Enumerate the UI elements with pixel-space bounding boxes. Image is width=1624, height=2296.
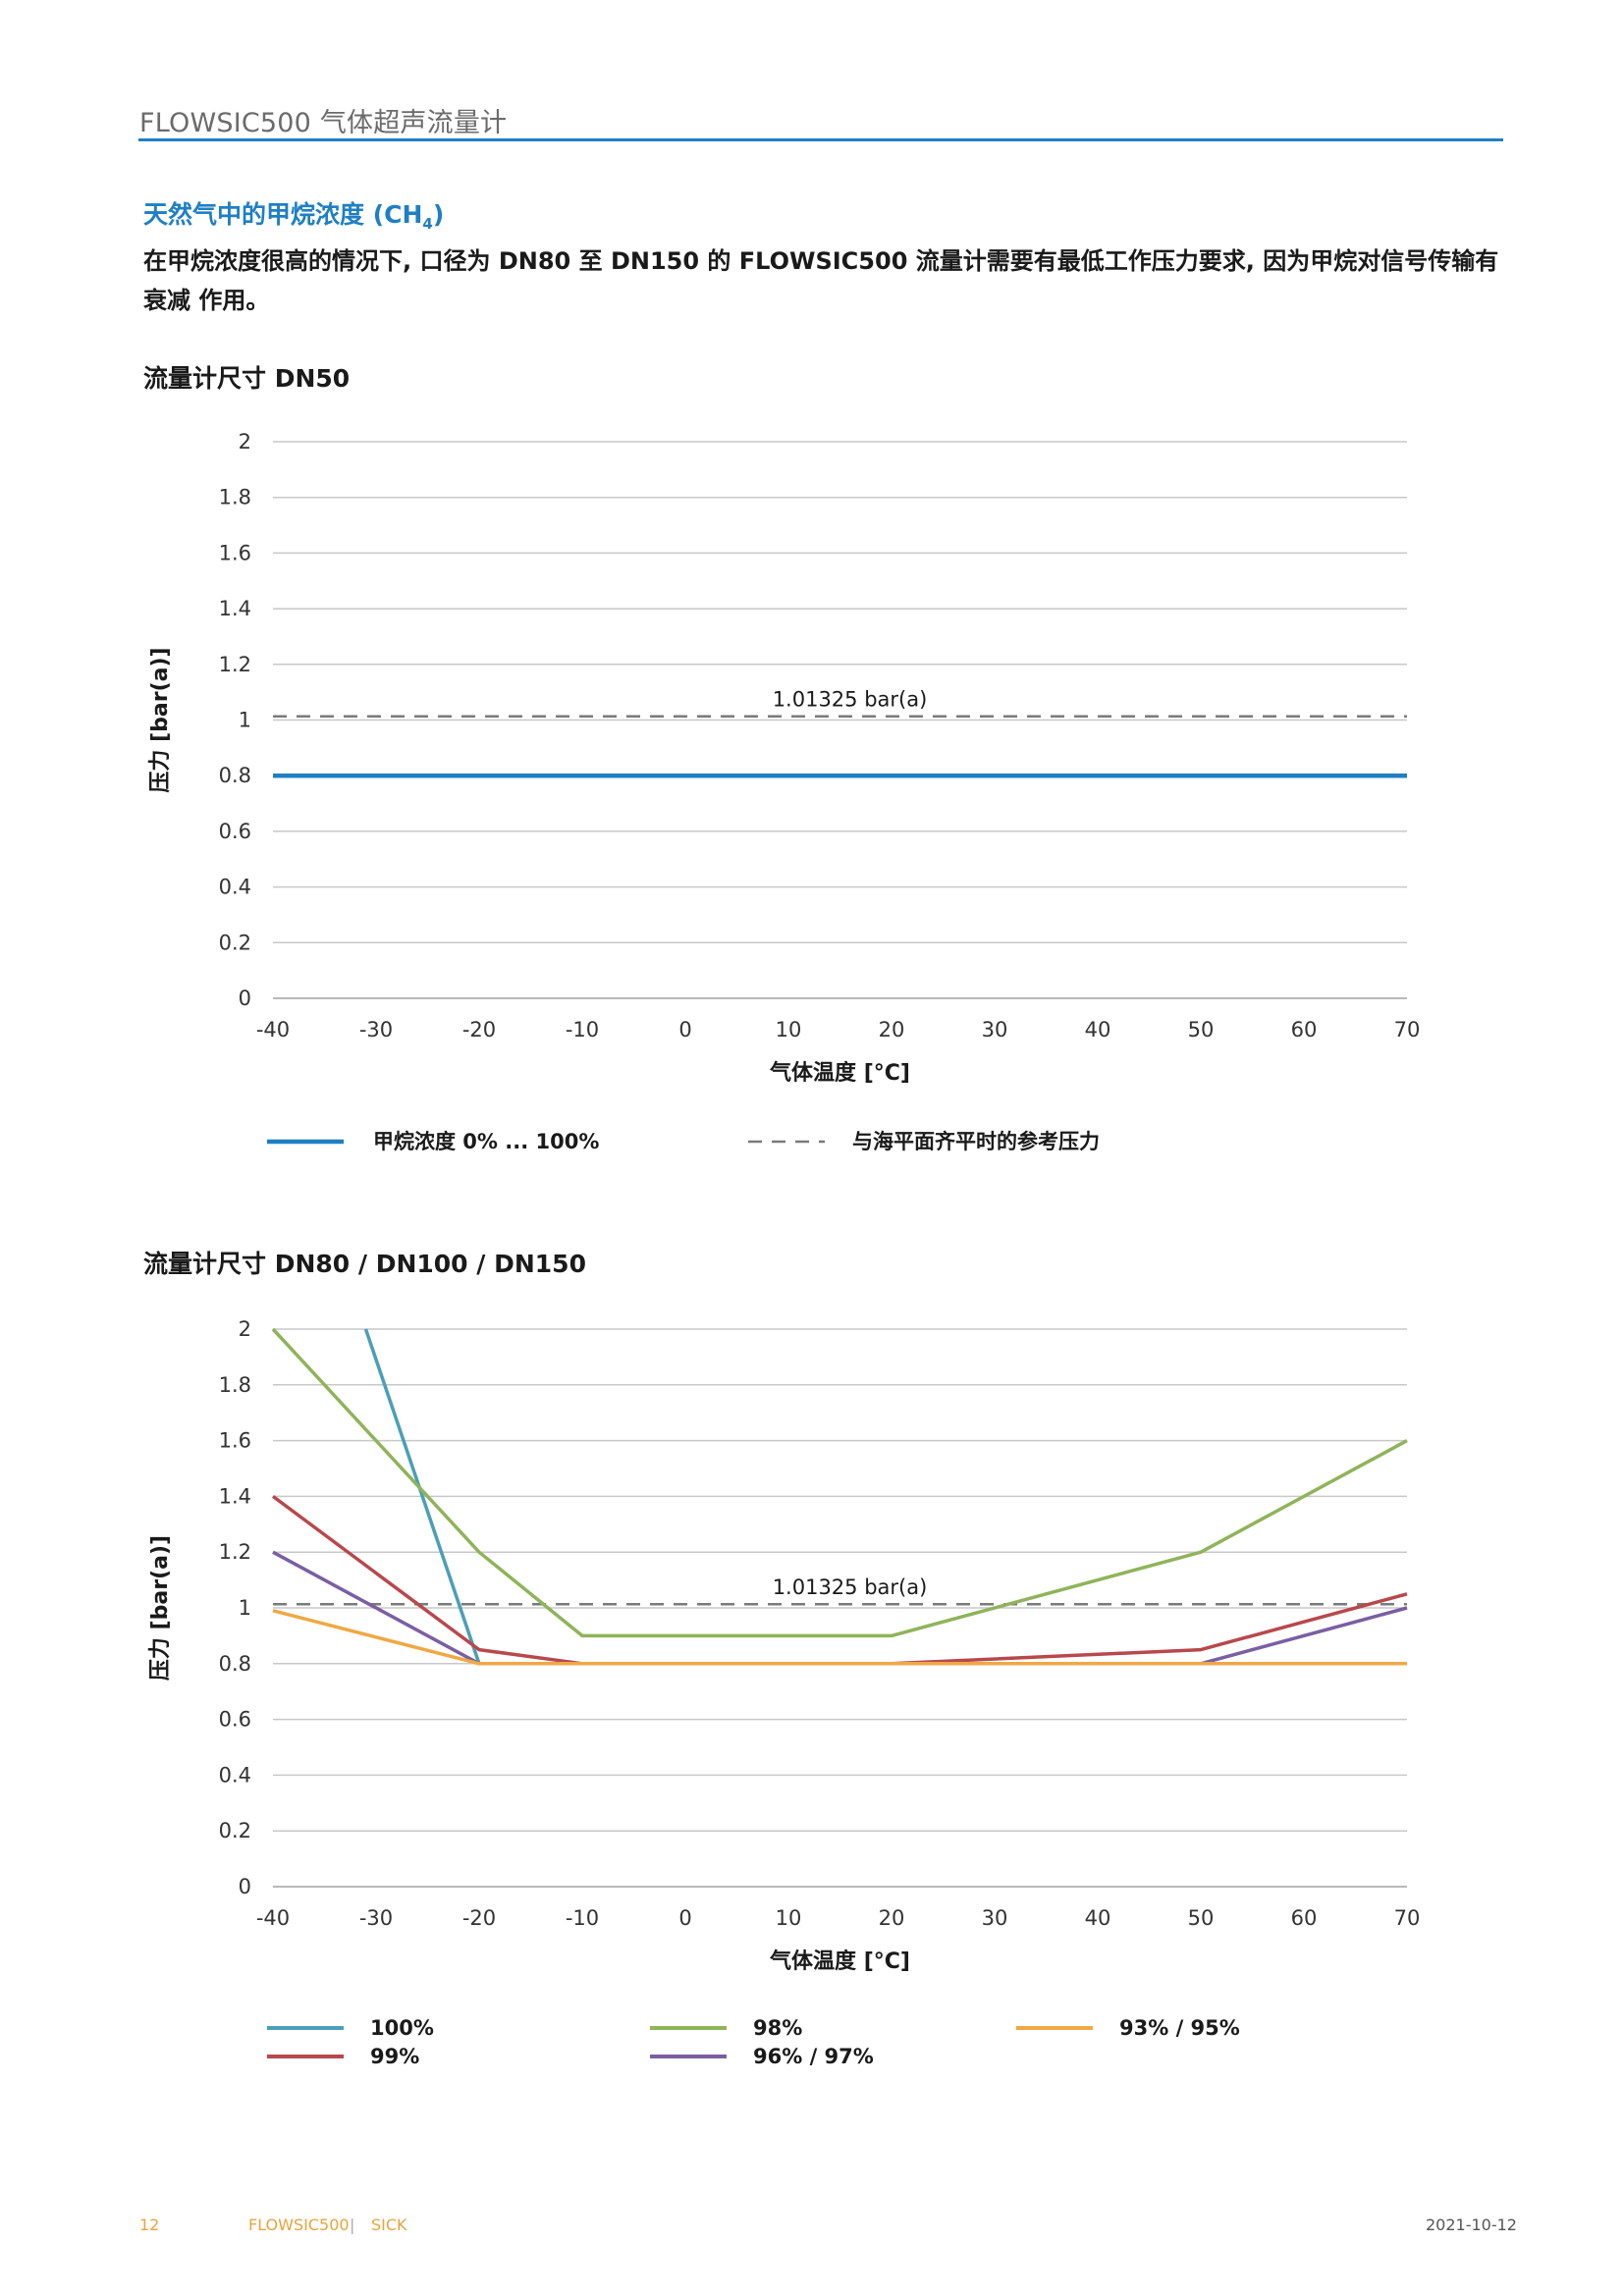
x-tick-label: 40 — [1085, 1018, 1111, 1041]
y-tick-label: 0.4 — [219, 1763, 251, 1787]
y-tick-label: 0.2 — [219, 1819, 251, 1842]
y-axis-label: 压力 [bar(a)] — [148, 647, 173, 792]
legend-label: 98% — [753, 2016, 802, 2040]
chart-title-dn80-150: 流量计尺寸 DN80 / DN100 / DN150 — [143, 1250, 586, 1278]
y-tick-label: 2 — [239, 1317, 251, 1341]
section-title-end: ) — [432, 200, 445, 229]
y-tick-label: 0.8 — [219, 764, 251, 787]
footer-page-number: 12 — [139, 2216, 160, 2234]
y-tick-label: 1.4 — [219, 597, 251, 620]
legend-label: 96% / 97% — [753, 2045, 874, 2068]
legend-label: 甲烷浓度 0% ... 100% — [373, 1130, 599, 1153]
intro-paragraph: 在甲烷浓度很高的情况下, 口径为 DN80 至 DN150 的 FLOWSIC5… — [143, 241, 1508, 320]
section-title-text: 天然气中的甲烷浓度 (CH — [143, 200, 423, 229]
section-title-subscript: 4 — [422, 215, 433, 233]
y-tick-label: 0.6 — [219, 1708, 251, 1732]
x-tick-label: 10 — [776, 1906, 802, 1930]
y-tick-label: 1.2 — [219, 653, 251, 676]
footer-separator: | — [350, 2216, 355, 2234]
y-tick-label: 1 — [239, 1596, 251, 1620]
x-tick-label: 50 — [1188, 1906, 1215, 1930]
y-tick-label: 1.4 — [219, 1484, 251, 1508]
section-title: 天然气中的甲烷浓度 (CH4) — [143, 195, 444, 233]
footer-date: 2021-10-12 — [1426, 2216, 1517, 2234]
legend-label: 93% / 95% — [1119, 2016, 1240, 2040]
y-tick-label: 2 — [239, 430, 251, 454]
intro-line-1: 在甲烷浓度很高的情况下, 口径为 DN80 至 DN150 的 FLOWSIC5… — [143, 247, 1499, 275]
y-tick-label: 1.8 — [219, 486, 251, 509]
footer-product: FLOWSIC500 — [248, 2216, 350, 2234]
y-axis-label: 压力 [bar(a)] — [148, 1535, 173, 1681]
x-axis-label: 气体温度 [°C] — [769, 1060, 910, 1086]
header-title: FLOWSIC500 气体超声流量计 — [139, 108, 508, 138]
chart-dn80-150: 0 0.2 0.4 0.6 0.8 1 1.2 1.4 1.6 1.8 2 -40 -30 -20 -10 0… — [148, 1317, 1421, 2068]
intro-line-2: 衰减 作用。 — [143, 287, 270, 314]
x-tick-label: -30 — [359, 1906, 393, 1930]
y-tick-label: 0.6 — [219, 820, 251, 843]
x-tick-label: 60 — [1291, 1906, 1318, 1930]
x-tick-label: -20 — [462, 1906, 496, 1930]
x-tick-label: 10 — [776, 1018, 802, 1041]
x-tick-label: -40 — [256, 1906, 290, 1930]
x-tick-label: 40 — [1085, 1906, 1111, 1930]
y-tick-label: 0.8 — [219, 1652, 251, 1676]
series-line — [272, 1609, 1407, 1666]
legend-label: 99% — [370, 2045, 419, 2068]
x-tick-label: 70 — [1394, 1018, 1421, 1041]
x-tick-label: 0 — [678, 1018, 691, 1041]
y-tick-label: 0.4 — [219, 876, 251, 899]
x-tick-label: 30 — [982, 1018, 1008, 1041]
x-tick-label: 70 — [1394, 1906, 1421, 1930]
y-tick-label: 1.2 — [219, 1540, 251, 1564]
y-tick-label: 1.6 — [219, 1429, 251, 1453]
series-line — [363, 1328, 481, 1665]
x-tick-label: -20 — [462, 1018, 496, 1041]
x-tick-label: 0 — [678, 1906, 691, 1930]
x-tick-label: 30 — [982, 1906, 1008, 1930]
y-tick-label: 0 — [239, 1875, 251, 1898]
footer-brand: SICK — [371, 2216, 407, 2234]
reference-line-label: 1.01325 bar(a) — [773, 1575, 928, 1599]
y-tick-label: 1.6 — [219, 541, 251, 564]
x-tick-label: -30 — [359, 1018, 393, 1041]
series-line — [271, 1327, 1408, 1638]
legend-label: 100% — [370, 2016, 434, 2040]
x-axis-label: 气体温度 [°C] — [769, 1949, 910, 1974]
x-tick-label: -10 — [566, 1018, 599, 1041]
reference-line-label: 1.01325 bar(a) — [773, 688, 928, 712]
y-tick-label: 1 — [239, 709, 251, 732]
x-tick-label: -10 — [566, 1906, 599, 1930]
chart-title-dn50: 流量计尺寸 DN50 — [143, 364, 351, 393]
x-tick-label: 60 — [1291, 1018, 1318, 1041]
x-tick-label: 50 — [1188, 1018, 1215, 1041]
x-tick-label: 20 — [879, 1018, 905, 1041]
legend-label-reference: 与海平面齐平时的参考压力 — [852, 1130, 1100, 1153]
y-tick-label: 0.2 — [219, 931, 251, 954]
y-tick-label: 1.8 — [219, 1373, 251, 1397]
x-tick-label: -40 — [256, 1018, 290, 1041]
header-rule — [138, 138, 1503, 141]
x-tick-label: 20 — [879, 1906, 905, 1930]
y-tick-label: 0 — [239, 987, 251, 1010]
chart-dn50: 0 0.2 0.4 0.6 0.8 1 1.2 1.4 1.6 1.8 2 -40 -30 -20 -10 0… — [148, 430, 1421, 1153]
